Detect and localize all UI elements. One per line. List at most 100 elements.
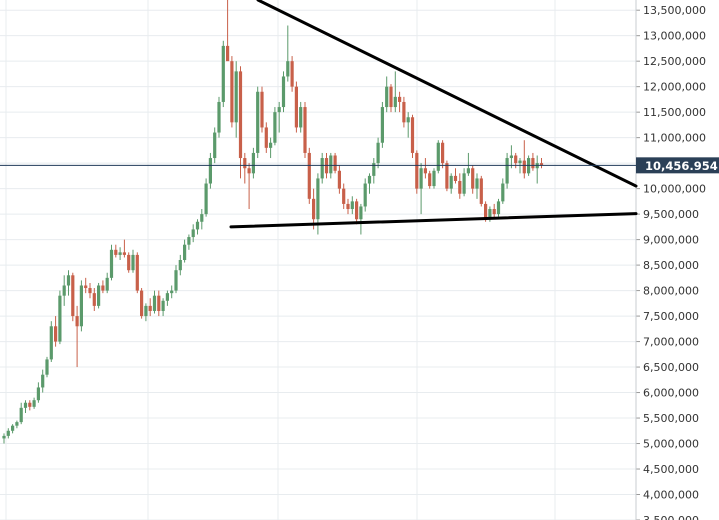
candle-body-28 xyxy=(122,252,126,255)
candle-body-90 xyxy=(389,86,393,108)
candle-body-46 xyxy=(200,214,204,222)
tick-label-9: 8,000,000 xyxy=(643,285,699,298)
tick-label-10: 8,500,000 xyxy=(643,259,699,272)
candle-body-2 xyxy=(11,425,15,431)
candle-body-10 xyxy=(45,359,49,375)
tick-label-1: 4,000,000 xyxy=(643,489,699,502)
candle-body-32 xyxy=(140,290,144,317)
candle-body-120 xyxy=(518,160,522,164)
candle-body-72 xyxy=(312,198,316,220)
candle-body-13 xyxy=(58,295,62,342)
candle-body-62 xyxy=(269,142,273,148)
tick-label-18: 12,500,000 xyxy=(643,55,706,68)
candle-body-86 xyxy=(372,163,376,176)
candle-body-92 xyxy=(398,96,402,102)
candle-body-40 xyxy=(174,270,178,291)
candle-body-95 xyxy=(410,117,415,153)
candle-body-66 xyxy=(286,61,290,77)
candle-body-70 xyxy=(303,107,307,153)
candle-body-105 xyxy=(453,175,458,181)
candle-body-7 xyxy=(32,400,36,407)
candle-body-88 xyxy=(380,107,384,143)
candle-body-108 xyxy=(466,168,470,174)
candle-body-49 xyxy=(213,132,217,159)
candle-body-111 xyxy=(479,178,483,204)
candle-body-54 xyxy=(234,71,238,123)
candle-body-77 xyxy=(333,155,337,171)
candle-body-45 xyxy=(195,221,200,230)
tick-label-13: 10,000,000 xyxy=(643,183,706,196)
candle-body-29 xyxy=(127,254,131,271)
candle-body-47 xyxy=(204,183,208,215)
candle-body-94 xyxy=(406,117,410,123)
candle-body-98 xyxy=(423,168,427,174)
tick-label-4: 5,500,000 xyxy=(643,412,699,425)
candle-body-76 xyxy=(329,155,333,174)
candle-body-27 xyxy=(118,252,122,255)
candle-body-58 xyxy=(251,152,255,174)
candle-body-68 xyxy=(294,86,298,128)
tick-label-19: 13,000,000 xyxy=(643,30,706,43)
candle-body-36 xyxy=(157,295,161,311)
tick-label-15: 11,000,000 xyxy=(643,132,706,145)
candle-body-60 xyxy=(260,91,264,128)
candle-body-100 xyxy=(432,170,436,187)
candle-body-106 xyxy=(458,180,462,194)
candle-body-41 xyxy=(178,260,182,271)
candle-body-21 xyxy=(92,293,96,306)
candle-body-74 xyxy=(320,158,324,179)
candle-body-53 xyxy=(230,61,234,123)
candle-body-110 xyxy=(475,178,479,189)
candle-body-84 xyxy=(363,183,367,207)
candle-body-73 xyxy=(316,178,320,220)
candle-body-19 xyxy=(84,285,88,289)
candles xyxy=(2,0,544,444)
candle-body-117 xyxy=(505,158,509,184)
candle-body-24 xyxy=(105,277,109,291)
candle-body-56 xyxy=(243,158,247,169)
candle-body-78 xyxy=(337,170,341,189)
candle-body-38 xyxy=(165,293,169,301)
candle-body-82 xyxy=(355,201,359,220)
candle-body-121 xyxy=(522,160,526,174)
grid xyxy=(0,0,636,520)
candle-body-87 xyxy=(376,142,380,164)
candle-body-118 xyxy=(509,155,513,159)
candle-body-119 xyxy=(514,155,518,164)
tick-label-11: 9,000,000 xyxy=(643,234,699,247)
candle-body-26 xyxy=(114,249,118,255)
tick-label-20: 13,500,000 xyxy=(643,4,706,17)
candle-body-67 xyxy=(290,61,294,87)
candle-body-31 xyxy=(135,254,139,291)
candle-body-61 xyxy=(264,127,268,148)
candle-body-44 xyxy=(191,229,195,238)
candle-body-37 xyxy=(161,300,165,311)
candle-body-51 xyxy=(221,45,225,102)
current-price-badge xyxy=(636,157,719,174)
candle-body-96 xyxy=(415,152,419,189)
candle-body-113 xyxy=(488,209,492,220)
candle-body-30 xyxy=(131,254,135,271)
candle-body-8 xyxy=(36,387,40,401)
candle-body-116 xyxy=(501,183,505,202)
tick-label-6: 6,500,000 xyxy=(643,361,699,374)
candle-body-59 xyxy=(256,91,260,153)
candle-body-11 xyxy=(49,326,53,360)
candle-body-4 xyxy=(19,407,23,423)
candle-body-83 xyxy=(359,206,363,220)
candle-body-33 xyxy=(144,305,148,317)
candle-body-89 xyxy=(385,86,389,108)
candle-body-81 xyxy=(350,201,354,210)
tick-label-12: 9,500,000 xyxy=(643,208,699,221)
tick-label-8: 7,500,000 xyxy=(643,310,699,323)
candle-body-103 xyxy=(445,163,449,189)
candle-body-1 xyxy=(6,430,10,436)
candle-body-101 xyxy=(436,142,440,171)
candle-body-97 xyxy=(419,168,423,189)
candle-body-43 xyxy=(187,237,191,245)
current-price-badge-arrow xyxy=(636,157,641,174)
candle-body-20 xyxy=(88,288,92,294)
tick-label-5: 6,000,000 xyxy=(643,387,699,400)
candle-body-79 xyxy=(342,188,346,204)
candle-body-99 xyxy=(428,173,432,187)
